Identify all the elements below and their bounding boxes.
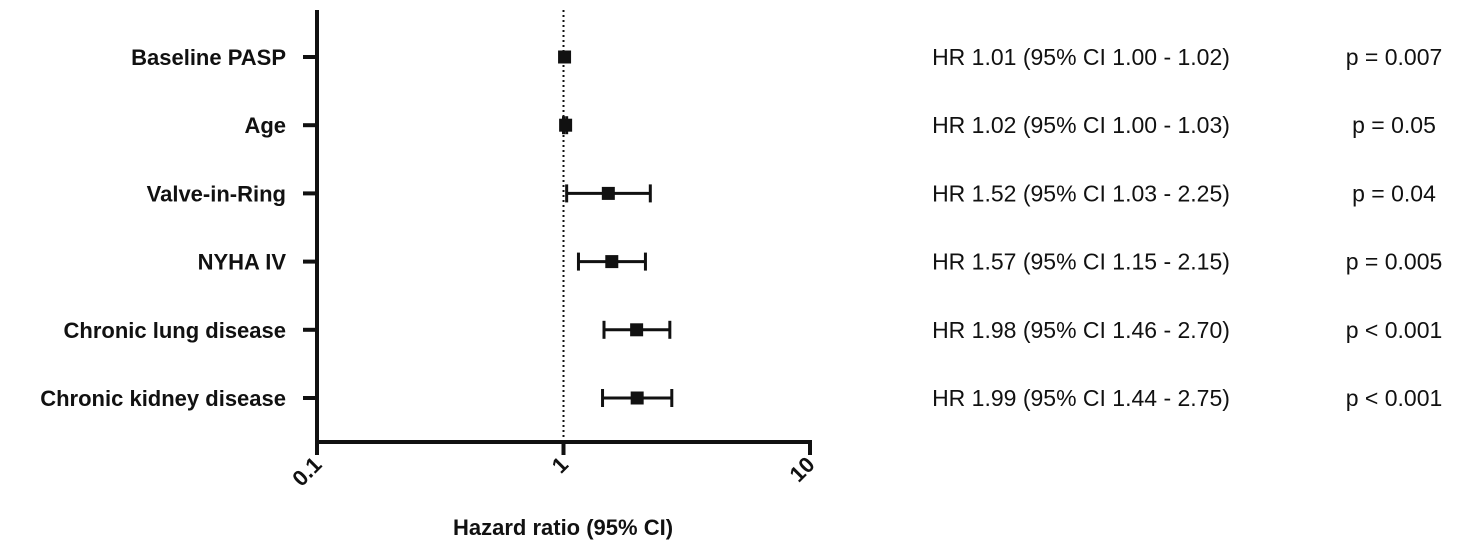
x-axis-ticks: 0.1 1 10 bbox=[287, 442, 820, 491]
p-value-text: p = 0.05 bbox=[1352, 112, 1436, 138]
hr-ci-text: HR 1.01 (95% CI 1.00 - 1.02) bbox=[932, 44, 1230, 70]
hr-marker bbox=[558, 50, 572, 64]
x-axis-title: Hazard ratio (95% CI) bbox=[453, 515, 673, 540]
p-value-text: p = 0.007 bbox=[1346, 44, 1443, 70]
hr-ci-text: HR 1.02 (95% CI 1.00 - 1.03) bbox=[932, 112, 1230, 138]
p-value-text: p = 0.005 bbox=[1346, 249, 1443, 275]
hr-ci-text: HR 1.57 (95% CI 1.15 - 2.15) bbox=[932, 249, 1230, 275]
marks-layer bbox=[558, 50, 674, 407]
hr-ci-text: HR 1.99 (95% CI 1.44 - 2.75) bbox=[932, 385, 1230, 411]
hr-marker bbox=[605, 255, 619, 269]
row-label: Baseline PASP bbox=[131, 45, 286, 70]
p-value-text: p < 0.001 bbox=[1346, 385, 1443, 411]
hr-marker bbox=[630, 323, 644, 337]
hr-marker bbox=[630, 391, 644, 405]
hr-ci-text: HR 1.52 (95% CI 1.03 - 2.25) bbox=[932, 180, 1230, 206]
hr-marker bbox=[559, 118, 573, 132]
rows-layer: Baseline PASP HR 1.01 (95% CI 1.00 - 1.02… bbox=[40, 44, 1442, 411]
x-tick-label: 1 bbox=[547, 452, 573, 478]
x-tick-label: 0.1 bbox=[287, 452, 326, 491]
row-label: Chronic kidney disease bbox=[40, 386, 286, 411]
hr-ci-text: HR 1.98 (95% CI 1.46 - 2.70) bbox=[932, 317, 1230, 343]
x-tick-label: 10 bbox=[785, 452, 820, 487]
row-label: Valve-in-Ring bbox=[147, 181, 286, 206]
row-label: NYHA IV bbox=[198, 250, 287, 275]
p-value-text: p < 0.001 bbox=[1346, 317, 1443, 343]
hr-marker bbox=[601, 186, 615, 200]
p-value-text: p = 0.04 bbox=[1352, 180, 1436, 206]
row-label: Chronic lung disease bbox=[64, 318, 287, 343]
row-label: Age bbox=[244, 113, 286, 138]
